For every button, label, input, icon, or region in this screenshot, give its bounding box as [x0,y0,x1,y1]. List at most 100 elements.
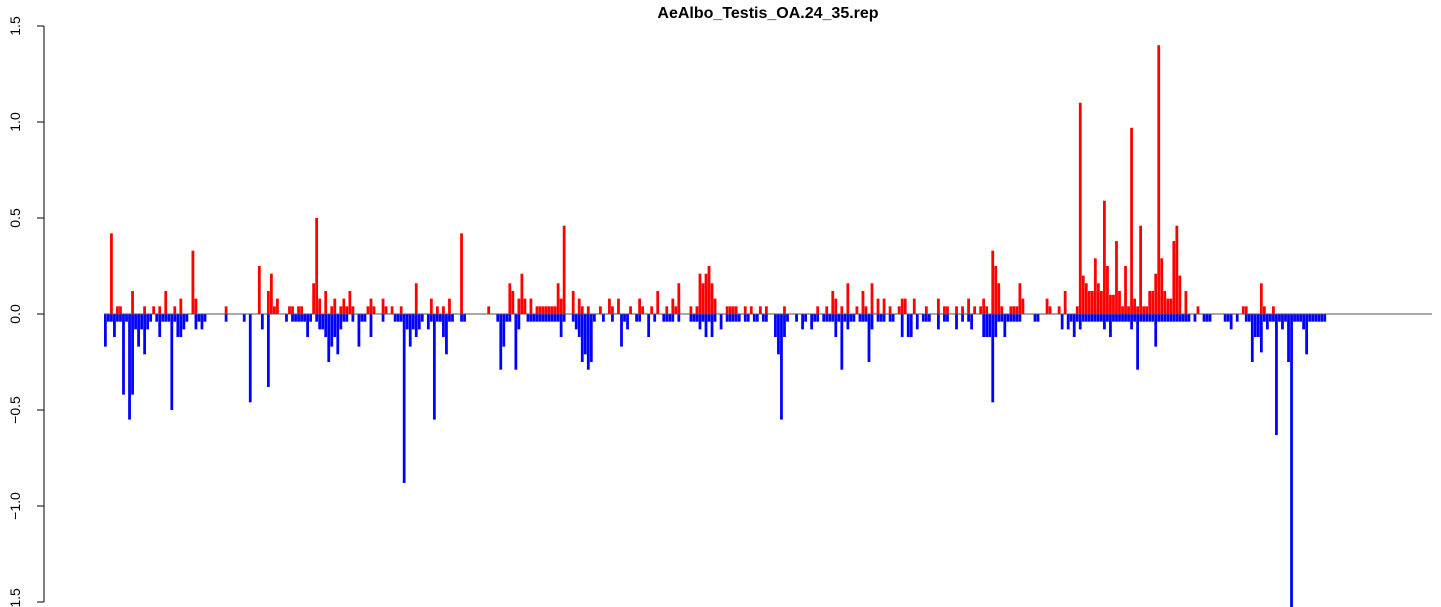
bar-positive [888,306,892,314]
bar-negative [728,314,732,322]
bar-negative [804,314,807,322]
bar-negative [408,314,412,347]
bar-positive [1096,283,1100,314]
bar-negative [318,314,322,330]
bar-negative [849,314,853,322]
bar-negative [1247,314,1251,322]
bar-negative [589,314,593,362]
bar-negative [991,314,995,403]
bar-negative [463,314,466,322]
bar-positive [520,273,524,314]
bar-positive [348,290,352,314]
bar-negative [393,314,397,322]
bar-negative [155,314,159,322]
bar-positive [1100,290,1103,314]
bar-positive [330,306,334,314]
bar-negative [182,314,186,330]
y-tick-label: 0.5 [7,208,23,228]
bar-negative [638,314,641,322]
bar-negative [1112,314,1115,322]
bar-positive [194,298,198,314]
bar-positive [1057,306,1061,314]
bar-negative [426,314,430,330]
bar-positive [997,283,1001,314]
bar-negative [104,314,107,347]
bar-positive [695,306,699,314]
bar-negative [1018,314,1022,322]
bar-negative [602,314,605,322]
bar-positive [1166,298,1170,314]
bar-positive [1157,45,1161,314]
bar-positive [961,306,964,314]
bar-negative [1244,314,1248,322]
bar-positive [698,273,702,314]
bar-negative [900,314,904,338]
bar-negative [496,314,500,322]
bar-positive [638,298,641,314]
bar-positive [1241,306,1245,314]
bar-negative [1124,314,1127,322]
bar-negative [909,314,913,338]
bar-negative [107,314,110,322]
bar-negative [1187,314,1191,322]
bar-negative [131,314,134,395]
bar-negative [1275,314,1278,435]
bar-positive [384,306,388,314]
bar-negative [879,314,883,322]
bar-positive [973,306,977,314]
bar-negative [1296,314,1299,322]
bar-negative [822,314,826,322]
bar-negative [1115,314,1118,322]
bar-negative [194,314,198,330]
bar-negative [1302,314,1305,330]
bar-negative [297,314,300,322]
bar-negative [580,314,584,362]
bar-positive [556,283,560,314]
bar-positive [257,266,261,314]
bar-positive [414,283,418,314]
bar-positive [665,306,669,314]
bar-positive [1124,266,1127,314]
bar-positive [276,298,279,314]
bar-negative [1311,314,1315,322]
bar-negative [620,314,623,347]
bar-positive [650,306,654,314]
bar-negative [906,314,910,338]
bar-positive [994,266,998,314]
bar-negative [134,314,137,330]
bar-positive [179,298,183,314]
bar-positive [535,306,539,314]
bar-negative [994,314,998,338]
bar-positive [1133,298,1136,314]
bar-negative [1284,314,1287,322]
bar-negative [701,314,705,322]
bar-negative [330,314,334,347]
bar-positive [1148,290,1152,314]
bar-positive [1196,306,1200,314]
bar-negative [795,314,798,322]
bar-negative [1078,314,1082,330]
bar-negative [1139,314,1143,322]
bar-negative [970,314,973,330]
bar-positive [1009,306,1013,314]
bar-negative [526,314,530,322]
bar-positive [1184,290,1188,314]
bar-negative [761,314,765,322]
bar-negative [529,314,533,322]
bar-negative [719,314,723,330]
bar-positive [381,298,385,314]
bar-negative [592,314,596,322]
bar-positive [1244,306,1248,314]
bar-negative [774,314,777,338]
bar-negative [1109,314,1112,338]
y-tick-label: −1.0 [7,492,23,520]
bar-positive [1021,298,1025,314]
bar-negative [876,314,880,322]
bar-positive [270,273,273,314]
bar-negative [1009,314,1013,322]
bar-positive [339,306,343,314]
bar-negative [1208,314,1212,322]
bar-negative [432,314,436,420]
bar-negative [1205,314,1209,322]
bar-negative [538,314,542,322]
